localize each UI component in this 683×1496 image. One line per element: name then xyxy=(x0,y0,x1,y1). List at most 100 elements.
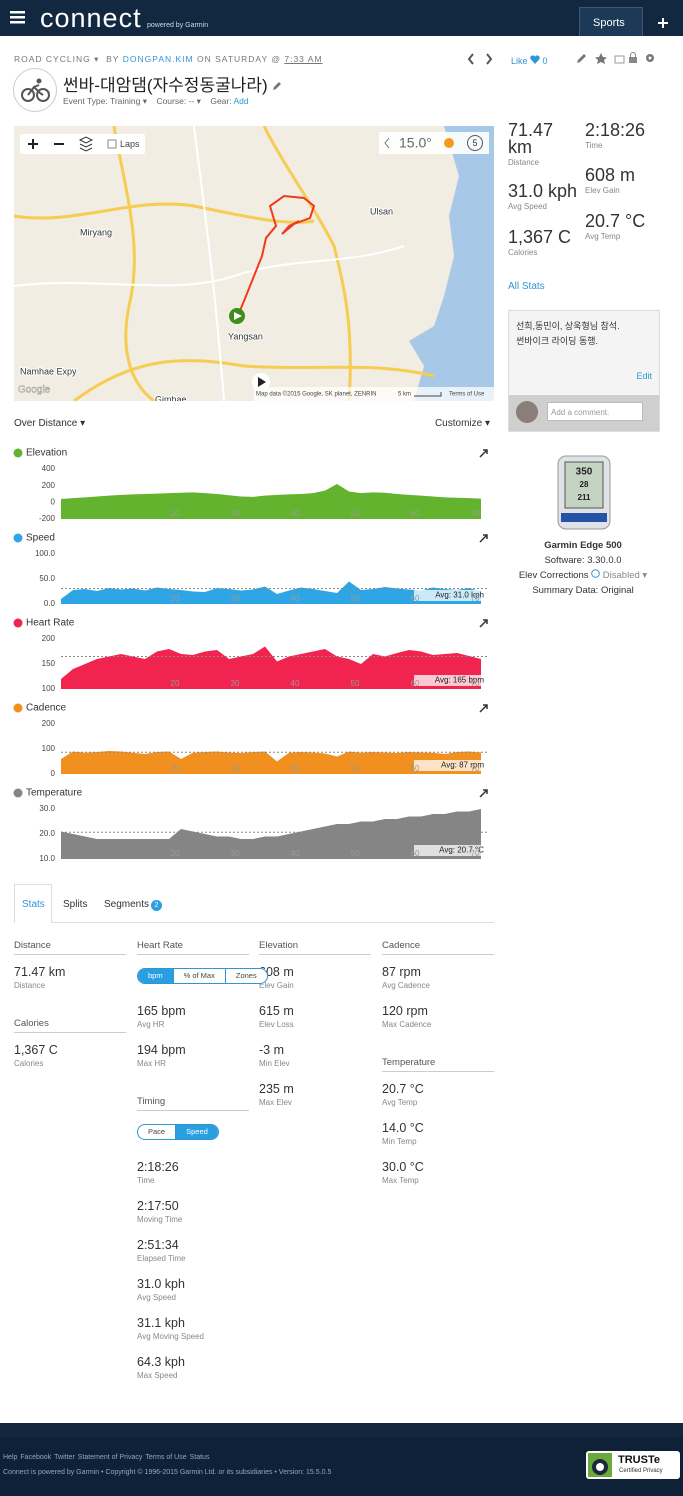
summary-label: Time xyxy=(585,141,603,150)
truste-badge[interactable]: TRUSTe Certified Privacy xyxy=(586,1451,680,1479)
expand-icon[interactable] xyxy=(479,619,488,628)
stat-value: 608 m xyxy=(259,965,294,979)
device-software: Software: 3.30.0.0 xyxy=(544,555,622,566)
section-heading: Cadence xyxy=(382,940,494,955)
active-tab[interactable] xyxy=(14,884,52,923)
add-icon[interactable] xyxy=(658,18,668,28)
wind-speed: 5 xyxy=(472,138,477,148)
zoom-icons[interactable] xyxy=(28,139,64,149)
heart-icon[interactable] xyxy=(530,55,540,64)
x-tick-label: 70 xyxy=(471,849,480,858)
nav-arrows[interactable] xyxy=(466,53,496,65)
edit-icon[interactable] xyxy=(272,81,282,91)
by: BY xyxy=(106,54,120,64)
elev-corrections-status[interactable]: Disabled ▾ xyxy=(602,570,648,581)
stat-value: 1,367 C xyxy=(14,1043,58,1057)
stats-column: Heart Rate bpm% of Max Zones 165 bpm Avg HR 1… xyxy=(137,940,268,1408)
map-terms[interactable]: Terms of Use xyxy=(449,392,485,398)
map-controls[interactable] xyxy=(20,134,145,154)
x-tick-label: 60 xyxy=(411,849,420,858)
activity-icon xyxy=(13,68,57,112)
scale-bar xyxy=(414,392,442,397)
device-name: Garmin Edge 500 xyxy=(544,540,622,551)
area xyxy=(61,581,481,604)
tab[interactable]: Stats xyxy=(22,899,45,910)
truste-tagline: Certified Privacy xyxy=(619,1468,663,1474)
expand-icon[interactable] xyxy=(479,534,488,543)
like-button[interactable]: Like xyxy=(511,56,528,66)
stat-label: Avg HR xyxy=(137,1020,165,1029)
segments-badge: 2 xyxy=(151,900,162,911)
stat-item: 2:17:50 Moving Time xyxy=(137,1199,249,1238)
summary-label: Elev Gain xyxy=(585,186,620,195)
comment-edit[interactable]: Edit xyxy=(636,371,652,381)
help-icon[interactable] xyxy=(591,569,600,578)
customize[interactable]: Customize ▾ xyxy=(434,418,490,429)
stat-label: Distance xyxy=(14,981,46,990)
stat-item: 31.0 kph Avg Speed xyxy=(137,1277,249,1316)
expand-icon[interactable] xyxy=(479,449,488,458)
all-stats-link[interactable]: All Stats xyxy=(508,281,545,292)
area xyxy=(61,484,481,519)
stat-label: Avg Cadence xyxy=(382,981,430,990)
elev-corrections-label: Elev Corrections xyxy=(518,570,589,581)
x-tick-label: 70 xyxy=(471,594,480,603)
tab[interactable]: Splits xyxy=(63,899,88,910)
x-tick-label: 60 xyxy=(411,679,420,688)
sports-label[interactable]: Sports xyxy=(593,17,625,29)
footer-link[interactable]: Facebook xyxy=(20,1454,52,1461)
chart-mode[interactable]: Over Distance ▾ xyxy=(14,418,86,429)
toggle-option[interactable]: bpm xyxy=(138,969,173,983)
toggle-option[interactable]: Zones xyxy=(224,969,267,983)
footer-link[interactable]: Terms of Use xyxy=(145,1454,187,1461)
owner[interactable]: DONGPAN.KIM xyxy=(122,54,194,64)
y-tick-label: 200 xyxy=(42,719,56,728)
comment-input[interactable]: Add a comment. xyxy=(547,402,643,421)
footer-link[interactable]: Twitter xyxy=(54,1454,75,1461)
y-tick-label: 200 xyxy=(42,634,56,643)
x-tick-label: 50 xyxy=(351,849,360,858)
activity-title[interactable]: 썬바-대암댐(자수정동굴나라) xyxy=(63,76,268,95)
laps-checkbox[interactable] xyxy=(107,139,117,149)
tabs-line xyxy=(14,922,494,923)
footer-link[interactable]: Help xyxy=(3,1454,18,1461)
course[interactable]: -- ▾ xyxy=(188,96,201,106)
toggle-option[interactable]: % of Max xyxy=(172,969,225,983)
footer-link[interactable]: Statement of Privacy xyxy=(77,1454,143,1461)
x-tick-label: 30 xyxy=(231,849,240,858)
section-heading: Calories xyxy=(14,1018,126,1033)
tab[interactable]: Segments xyxy=(104,899,150,910)
toggle-option[interactable]: Speed xyxy=(175,1125,218,1139)
expand-icon[interactable] xyxy=(479,789,488,798)
footer xyxy=(0,1437,683,1496)
avatar xyxy=(516,401,538,423)
legend-dot xyxy=(13,448,23,458)
footer-link[interactable]: Status xyxy=(189,1454,210,1461)
weather-arrow[interactable] xyxy=(384,137,390,149)
toggle-option[interactable]: Pace xyxy=(148,1127,166,1136)
expand-icon[interactable] xyxy=(479,704,488,713)
activity-meta: Event Type: Training ▾ Course: -- ▾ Gear… xyxy=(63,96,249,107)
activity-type[interactable]: ROAD CYCLING ▾ xyxy=(14,54,100,64)
x-tick-label: 70 xyxy=(471,764,480,773)
layers-icon[interactable] xyxy=(78,136,94,152)
laps-label[interactable]: Laps xyxy=(120,139,140,149)
event-type[interactable]: Training ▾ xyxy=(109,96,147,106)
map[interactable]: Laps 15.0° 5 Map data ©2015 Google, SK p… xyxy=(14,126,494,401)
chart-title: Cadence xyxy=(26,703,66,714)
gear-add[interactable]: Add xyxy=(233,96,249,106)
stat-item: 2:51:34 Elapsed Time xyxy=(137,1238,249,1277)
sports-tab[interactable] xyxy=(579,7,643,36)
y-tick-label: 0 xyxy=(51,497,56,506)
course-label: Course: xyxy=(156,96,187,106)
x-tick-label: 60 xyxy=(411,509,420,518)
breadcrumb: ROAD CYCLING ▾ BY DONGPAN.KIM ON SATURDA… xyxy=(14,54,323,65)
stat-item: 14.0 °C Min Temp xyxy=(382,1121,494,1160)
x-tick-label: 40 xyxy=(291,509,300,518)
logo[interactable]: connect xyxy=(40,3,142,33)
y-tick-label: 50.0 xyxy=(39,574,55,583)
action-icons[interactable] xyxy=(576,52,656,64)
menu-icon[interactable] xyxy=(10,11,25,24)
section-heading: Distance xyxy=(14,940,126,955)
x-tick-label: 40 xyxy=(291,764,300,773)
